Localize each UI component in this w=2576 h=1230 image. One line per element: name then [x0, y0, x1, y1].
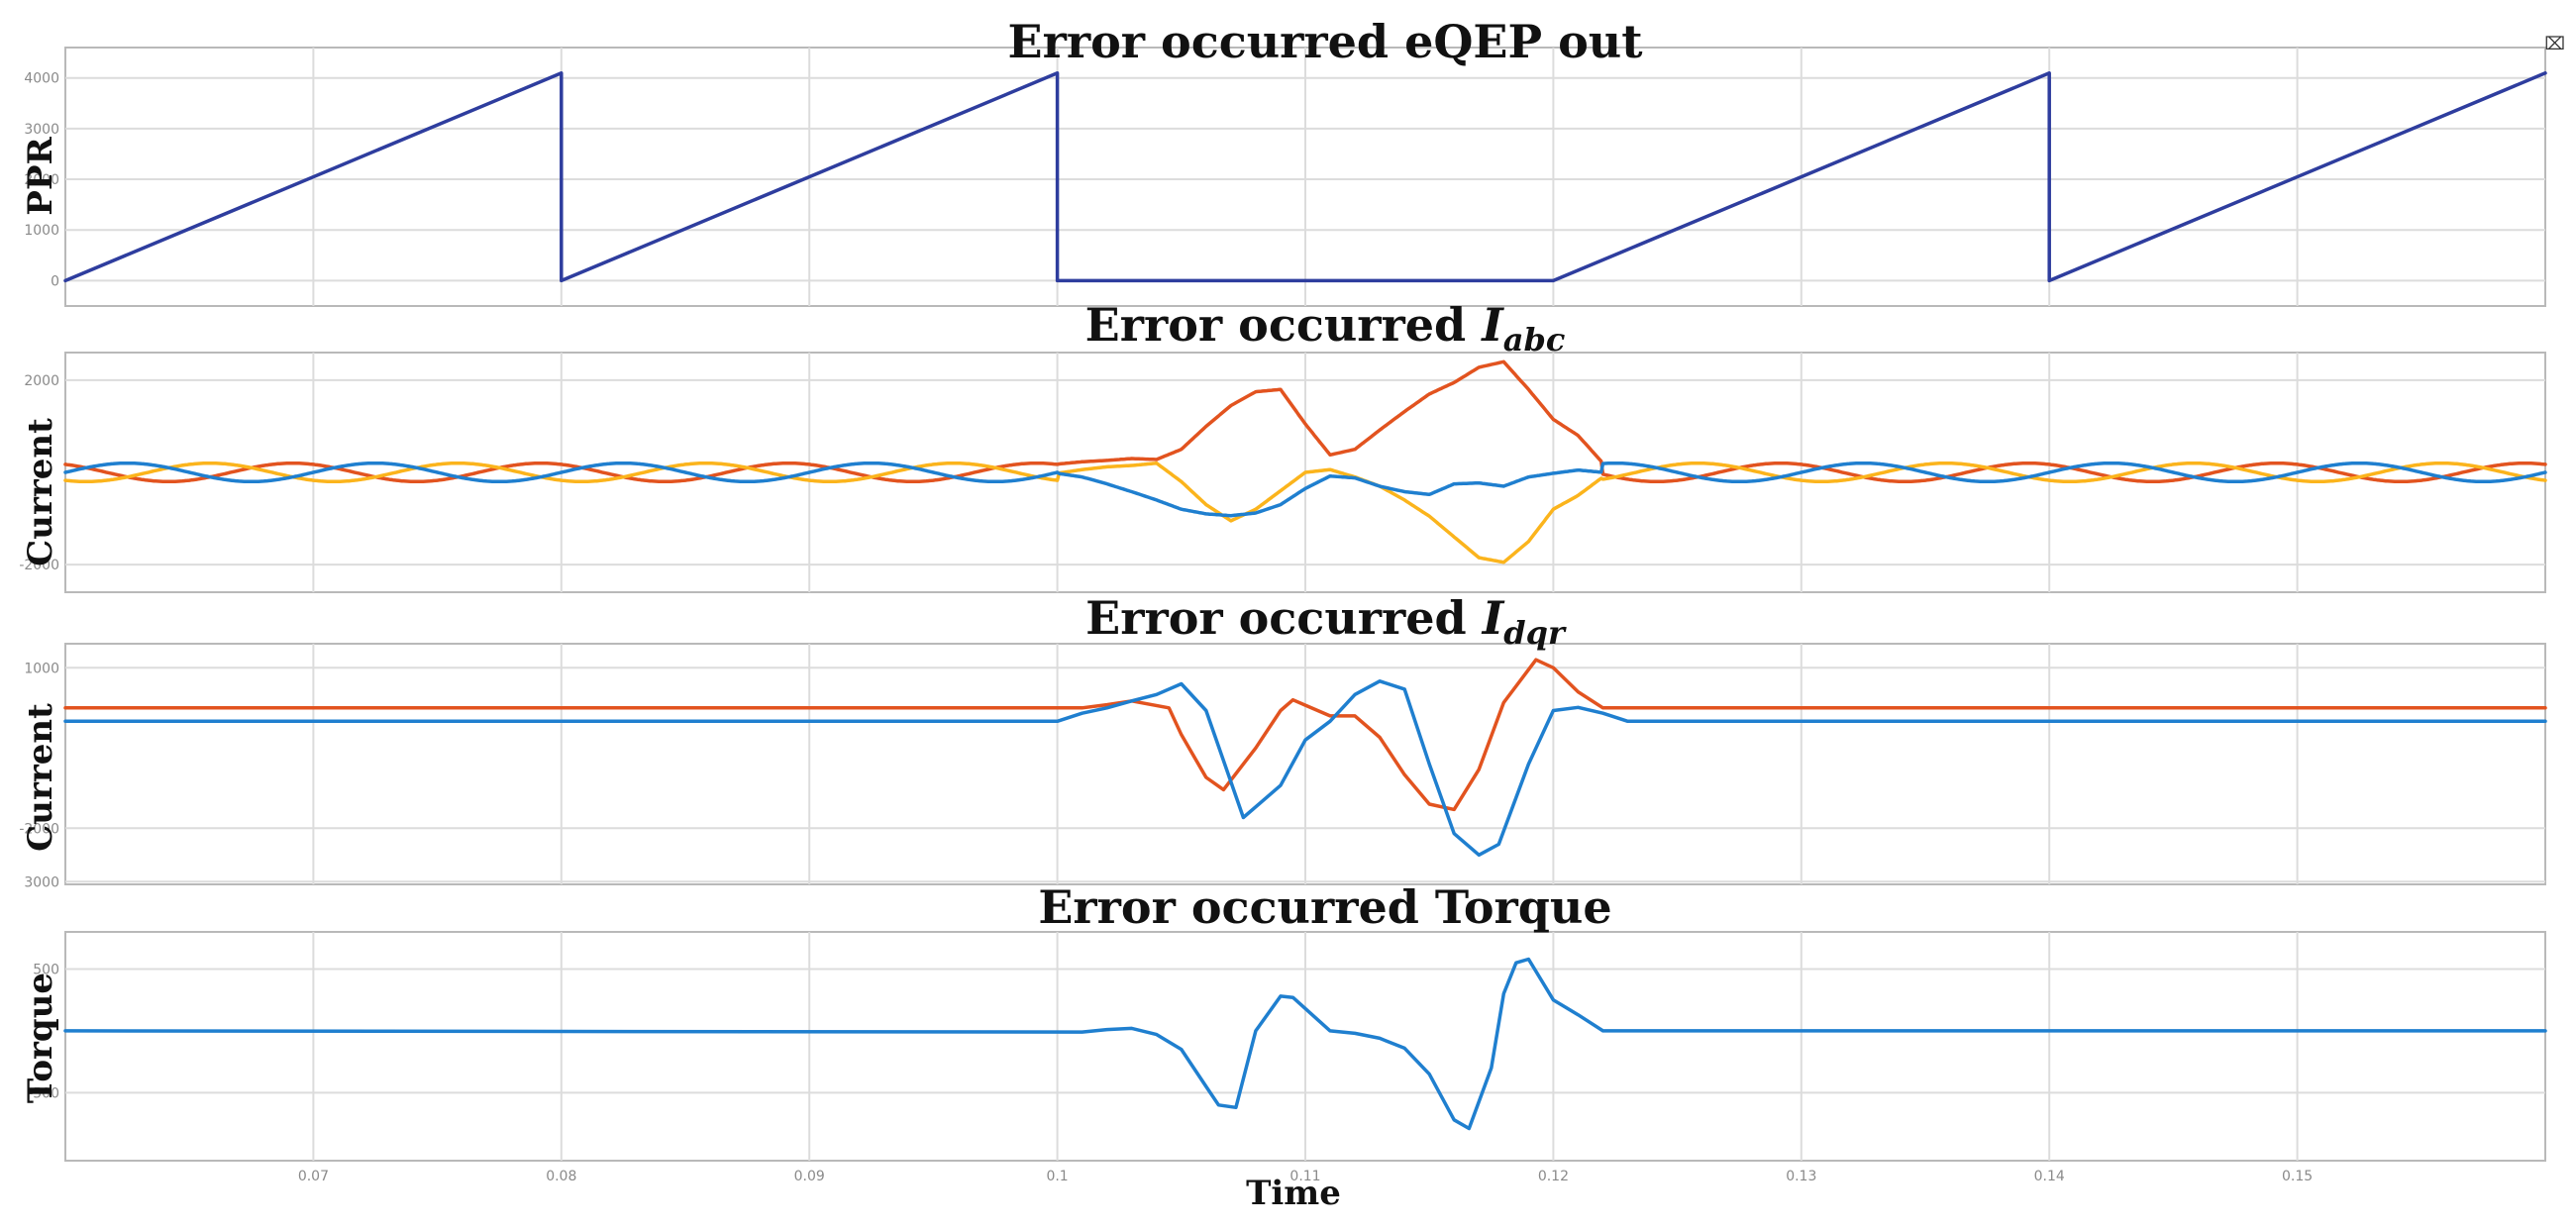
x-tick-label: 0.08 — [546, 1169, 576, 1184]
y-tick-label: 4000 — [24, 71, 59, 87]
panel-title: Error occurred Idqr — [1085, 591, 1567, 652]
y-tick-label: -2000 — [19, 821, 59, 837]
panel-title: Error occurred Torque — [1038, 880, 1611, 934]
x-tick-label: 0.11 — [1289, 1169, 1320, 1184]
panel-2: -2000 2000 Error occurred Iabc Current — [19, 298, 2547, 593]
y-tick-label: 3000 — [24, 874, 59, 890]
panel-1: 0 1000 2000 3000 4000 Error occurred eQEP out… — [21, 15, 2565, 307]
x-tick-label: 0.1 — [1046, 1169, 1068, 1184]
corner-mark-icon: ⌧ — [2544, 34, 2565, 53]
series-line-2 — [63, 461, 2547, 564]
y-tick-label: 500 — [33, 962, 59, 977]
y-tick-label: -2000 — [19, 558, 59, 573]
series-line-2 — [63, 679, 2547, 858]
x-tick-label: 0.12 — [1538, 1169, 1569, 1184]
x-tick-label: 0.13 — [1786, 1169, 1816, 1184]
y-tick-label: 0 — [51, 273, 59, 289]
x-axis-label: Time — [1246, 1174, 1341, 1213]
panel-title: Error occurred Iabc — [1085, 298, 1566, 359]
series-line-1 — [63, 957, 2547, 1131]
panel-3: 1000 -2000 3000 Error occurred Idqr Current — [19, 591, 2547, 890]
y-axis-label: PPR — [21, 137, 60, 216]
y-tick-label: 2000 — [24, 172, 59, 188]
panel-title: Error occurred eQEP out — [1008, 15, 1644, 68]
y-tick-label: 2000 — [24, 373, 59, 389]
y-axis-label: Current — [21, 703, 60, 852]
y-axis-label: Current — [21, 418, 60, 566]
x-tick-label: 0.09 — [794, 1169, 825, 1184]
x-tick-label: 0.14 — [2034, 1169, 2065, 1184]
series-line-1 — [63, 359, 2547, 484]
y-tick-label: 3000 — [24, 122, 59, 138]
series-line-1 — [63, 71, 2547, 283]
y-axis-label: Torque — [21, 973, 60, 1103]
panel-4: 500 -500 0.07 0.08 0.09 0.1 0.11 0.12 0.13 0.14 0.… — [21, 880, 2547, 1184]
y-tick-label: 1000 — [24, 661, 59, 676]
x-tick-label: 0.15 — [2282, 1169, 2313, 1184]
series-line-1 — [63, 658, 2547, 812]
series-line-3 — [63, 461, 2547, 518]
y-tick-label: 1000 — [24, 223, 59, 239]
y-tick-label: -500 — [28, 1085, 59, 1101]
x-tick-label: 0.07 — [298, 1169, 329, 1184]
